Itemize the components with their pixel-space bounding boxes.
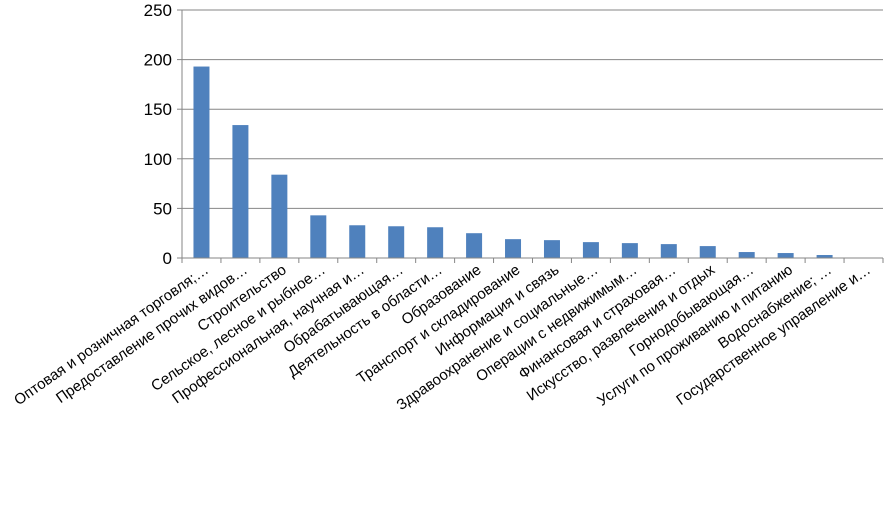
bar [310,215,327,258]
bar [621,243,638,258]
bar [427,227,444,258]
x-axis-category-labels: Оптовая и розничная торговля;…Предоставл… [11,261,874,414]
y-tick-label: 150 [144,100,172,119]
bar [699,246,716,258]
x-axis-tick-marks [181,258,884,263]
bar [271,174,288,258]
y-tick-label: 50 [153,199,172,218]
bars [193,66,833,259]
bar [777,253,794,258]
bar [466,233,483,258]
y-tick-label: 100 [144,150,172,169]
bar [582,242,599,258]
y-axis-tick-labels: 0 50 100 150 200 250 [144,1,182,268]
y-tick-label: 250 [144,1,172,20]
bar [660,244,677,258]
bar [738,252,755,258]
bar [505,239,522,258]
bar [543,240,560,258]
bar [349,225,366,258]
bar [232,125,249,259]
gridlines [182,9,883,209]
y-tick-label: 200 [144,51,172,70]
y-tick-label: 0 [163,249,172,268]
bar [816,255,833,258]
bar [388,226,405,258]
bar [193,66,210,258]
